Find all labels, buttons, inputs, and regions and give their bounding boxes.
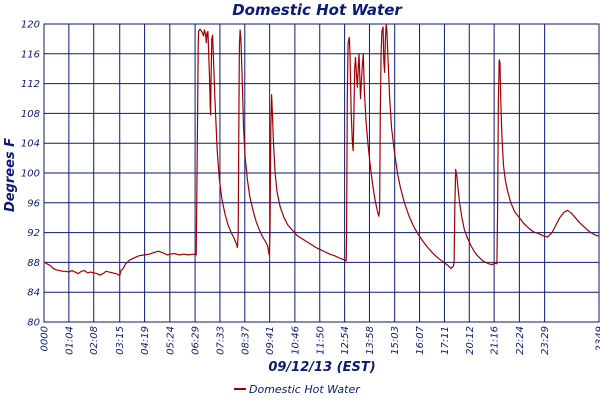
y-axis-label: Degrees F [3, 138, 18, 212]
x-tick-label: 11:50 [315, 326, 326, 355]
y-tick-label: 92 [27, 228, 40, 239]
y-tick-label: 96 [27, 198, 40, 209]
y-tick-label: 108 [21, 109, 40, 120]
y-axis-ticks: 80 84 88 92 96 100 104 108 112 116 120 [21, 20, 40, 329]
series-layer [43, 23, 600, 277]
x-tick-label: 05:24 [165, 326, 176, 355]
x-tick-label: 16:07 [415, 325, 426, 354]
x-axis-ticks: 0000 01:04 02:08 03:15 04:19 05:24 06:29 07:33 0… [40, 325, 600, 354]
x-tick-label: 21:16 [490, 326, 501, 355]
y-tick-label: 100 [21, 169, 40, 180]
x-tick-label: 04:19 [140, 326, 151, 355]
x-tick-label: 13:58 [365, 326, 376, 355]
y-tick-label: 120 [21, 20, 40, 31]
x-axis-label: 09/12/13 (EST) [268, 360, 375, 375]
x-tick-label: 03:15 [115, 326, 126, 355]
series-line-domestic-hot-water [43, 23, 600, 277]
x-tick-label: 0000 [40, 326, 51, 351]
x-tick-label: 09:41 [265, 326, 276, 355]
x-tick-label: 17:11 [440, 326, 451, 355]
y-tick-label: 104 [21, 139, 40, 150]
y-tick-label: 88 [27, 258, 40, 269]
x-tick-label: 22:24 [515, 326, 526, 355]
grid [43, 23, 600, 323]
x-tick-label: 07:33 [215, 326, 226, 355]
y-tick-label: 80 [27, 318, 40, 329]
x-tick-label: 12:54 [340, 326, 351, 355]
chart-title: Domestic Hot Water [232, 1, 403, 19]
x-tick-label: 02:08 [89, 326, 100, 355]
x-tick-label: 10:46 [290, 326, 301, 355]
legend: Domestic Hot Water [234, 383, 361, 396]
y-tick-label: 116 [21, 49, 40, 60]
x-tick-label: 23:29 [540, 326, 551, 355]
x-tick-label: 20:12 [465, 326, 476, 355]
x-tick-label: 06:29 [191, 326, 202, 355]
x-tick-label: 15:03 [390, 326, 401, 355]
x-tick-label: 08:37 [240, 325, 251, 354]
legend-label: Domestic Hot Water [249, 383, 361, 396]
y-tick-label: 84 [27, 288, 40, 299]
x-tick-label: 01:04 [64, 326, 75, 355]
x-tick-label: 2349 [595, 326, 600, 351]
y-tick-label: 112 [21, 79, 40, 90]
